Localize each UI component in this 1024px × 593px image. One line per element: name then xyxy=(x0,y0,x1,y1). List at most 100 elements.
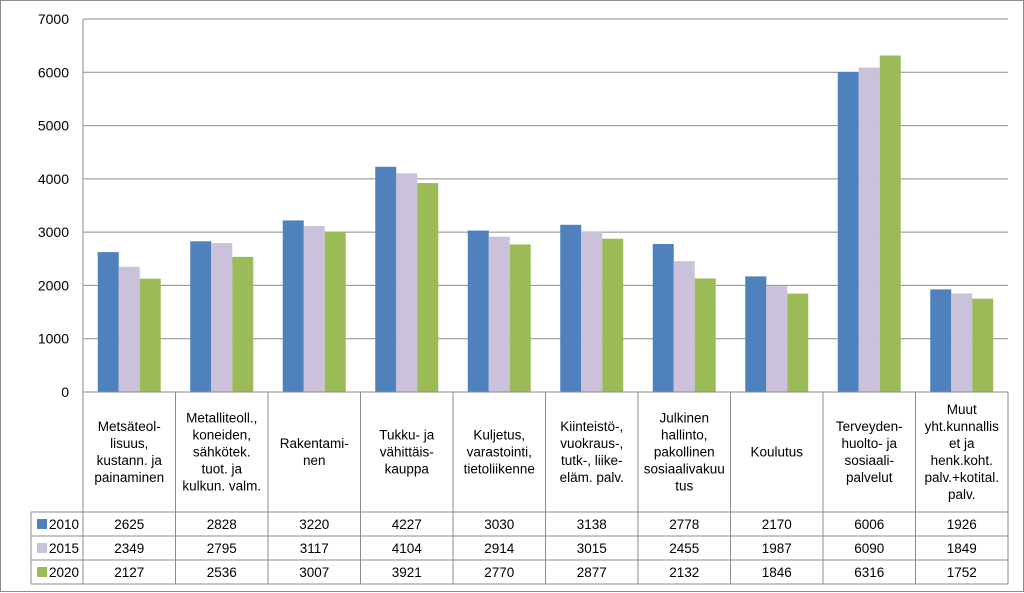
bar-2015-7 xyxy=(766,286,788,392)
category-label-line: Metalliteoll., xyxy=(186,411,257,426)
y-tick-label: 1000 xyxy=(38,331,69,347)
data-cell: 2778 xyxy=(669,517,699,532)
data-cell: 3921 xyxy=(392,565,422,580)
category-label-line: palvelut xyxy=(846,470,893,485)
bar-2015-8 xyxy=(858,67,880,393)
data-cell: 2170 xyxy=(762,517,792,532)
category-label-line: Kiinteistö-, xyxy=(560,419,623,434)
category-label-line: Metsäteol- xyxy=(98,419,161,434)
legend-key-2020 xyxy=(37,567,47,577)
y-tick-label: 0 xyxy=(61,384,69,400)
category-label-line: varastointi, xyxy=(467,445,532,460)
bar-2020-6 xyxy=(694,278,716,392)
data-cell: 2349 xyxy=(114,541,144,556)
category-label-line: nen xyxy=(303,453,326,468)
bar-2010-7 xyxy=(745,276,767,392)
legend-key-2015 xyxy=(37,543,47,553)
data-cell: 2828 xyxy=(207,517,237,532)
category-label-line: Tukku- ja xyxy=(379,428,435,443)
data-cell: 3117 xyxy=(300,541,329,556)
bar-2015-0 xyxy=(118,266,140,392)
data-cell: 6316 xyxy=(854,565,884,580)
data-cell: 2127 xyxy=(114,565,144,580)
category-label-line: palv.+kotital. xyxy=(925,470,999,485)
data-cell: 2455 xyxy=(669,541,699,556)
category-label-line: koneiden, xyxy=(192,428,251,443)
bar-2015-9 xyxy=(951,293,973,392)
category-label: Kuljetus, varastointi, tietoliikenne xyxy=(464,428,535,477)
data-cell: 2877 xyxy=(577,565,607,580)
data-cell: 4104 xyxy=(392,541,423,556)
data-cell: 1926 xyxy=(947,517,977,532)
category-label-line: Kuljetus, xyxy=(473,428,525,443)
data-cell: 3015 xyxy=(577,541,607,556)
data-cell: 3007 xyxy=(299,565,329,580)
data-cell: 2795 xyxy=(207,541,237,556)
category-label-line: Julkinen xyxy=(659,411,709,426)
data-cell: 3220 xyxy=(299,517,329,532)
bar-2010-5 xyxy=(560,224,582,392)
y-tick-label: 3000 xyxy=(38,224,69,240)
category-label: Kiinteistö-, vuokraus-, tutk-, liike-eläm.… xyxy=(560,419,624,485)
category-label-line: hallinto, xyxy=(661,428,708,443)
legend-label: 2015 xyxy=(49,541,79,556)
legend-label: 2020 xyxy=(49,565,79,580)
data-cell: 1849 xyxy=(947,541,977,556)
legend-label: 2010 xyxy=(49,517,79,532)
bar-2020-4 xyxy=(509,244,531,392)
bar-2010-1 xyxy=(190,241,212,392)
category-label-line: pakollinen xyxy=(654,445,715,460)
bar-2015-2 xyxy=(303,225,325,392)
data-cell: 6090 xyxy=(854,541,884,556)
data-cell: 2536 xyxy=(207,565,237,580)
data-cell: 1987 xyxy=(762,541,792,556)
category-label-line: sähkötek. xyxy=(193,445,251,460)
category-label-line: tuot. ja xyxy=(201,462,242,477)
bar-2020-5 xyxy=(602,238,624,392)
bar-2010-6 xyxy=(652,243,674,392)
category-label-line: kauppa xyxy=(385,462,430,477)
category-label-line: tus xyxy=(675,479,693,494)
category-label-line: Terveyden- xyxy=(836,419,903,434)
category-label-line: henk.koht. xyxy=(931,453,993,468)
bar-2020-3 xyxy=(417,183,439,392)
bar-2020-1 xyxy=(232,256,254,392)
category-label-line: sosiaali- xyxy=(844,453,894,468)
bar-2015-4 xyxy=(488,236,510,392)
category-label-line: Muut xyxy=(947,402,977,417)
data-cell: 1846 xyxy=(762,565,792,580)
bar-2015-6 xyxy=(673,261,695,392)
bar-2010-3 xyxy=(375,166,397,392)
bar-2010-8 xyxy=(837,71,859,392)
data-cell: 1752 xyxy=(947,565,977,580)
category-label: Muut yht.kunnallis et ja henk.koht. palv.+ko… xyxy=(925,402,1000,502)
data-cell: 6006 xyxy=(854,517,884,532)
data-cell: 4227 xyxy=(392,517,422,532)
bar-2020-2 xyxy=(324,231,346,392)
legend-key-2010 xyxy=(37,519,47,529)
category-label-line: lisuus, xyxy=(110,436,148,451)
data-cell: 3030 xyxy=(484,517,514,532)
bar-2010-2 xyxy=(282,220,304,392)
category-label-line: Rakentami- xyxy=(280,436,349,451)
category-label-line: kulkun. valm. xyxy=(182,479,261,494)
data-cell: 2914 xyxy=(484,541,515,556)
category-label: Metalliteoll., koneiden, sähkötek. tuot. ja… xyxy=(182,411,261,494)
category-label-line: vähittäis- xyxy=(380,445,434,460)
data-cell: 2770 xyxy=(484,565,514,580)
data-cell: 3138 xyxy=(577,517,607,532)
category-label: Tukku- ja vähittäis-kauppa xyxy=(379,428,435,477)
category-label-line: et ja xyxy=(949,436,975,451)
category-label-line: vuokraus-, xyxy=(560,436,623,451)
category-label: Julkinen hallinto, pakollinen sosiaalivakuu… xyxy=(644,411,725,494)
category-label-line: yht.kunnallis xyxy=(925,419,1000,434)
y-tick-label: 2000 xyxy=(38,277,69,293)
category-label-line: huolto- ja xyxy=(841,436,897,451)
bar-2020-0 xyxy=(139,278,161,392)
data-cell: 2625 xyxy=(114,517,144,532)
category-label-line: painaminen xyxy=(94,470,164,485)
bar-2020-8 xyxy=(879,55,901,393)
bar-2020-9 xyxy=(972,298,994,392)
category-label-line: palv. xyxy=(948,487,976,502)
